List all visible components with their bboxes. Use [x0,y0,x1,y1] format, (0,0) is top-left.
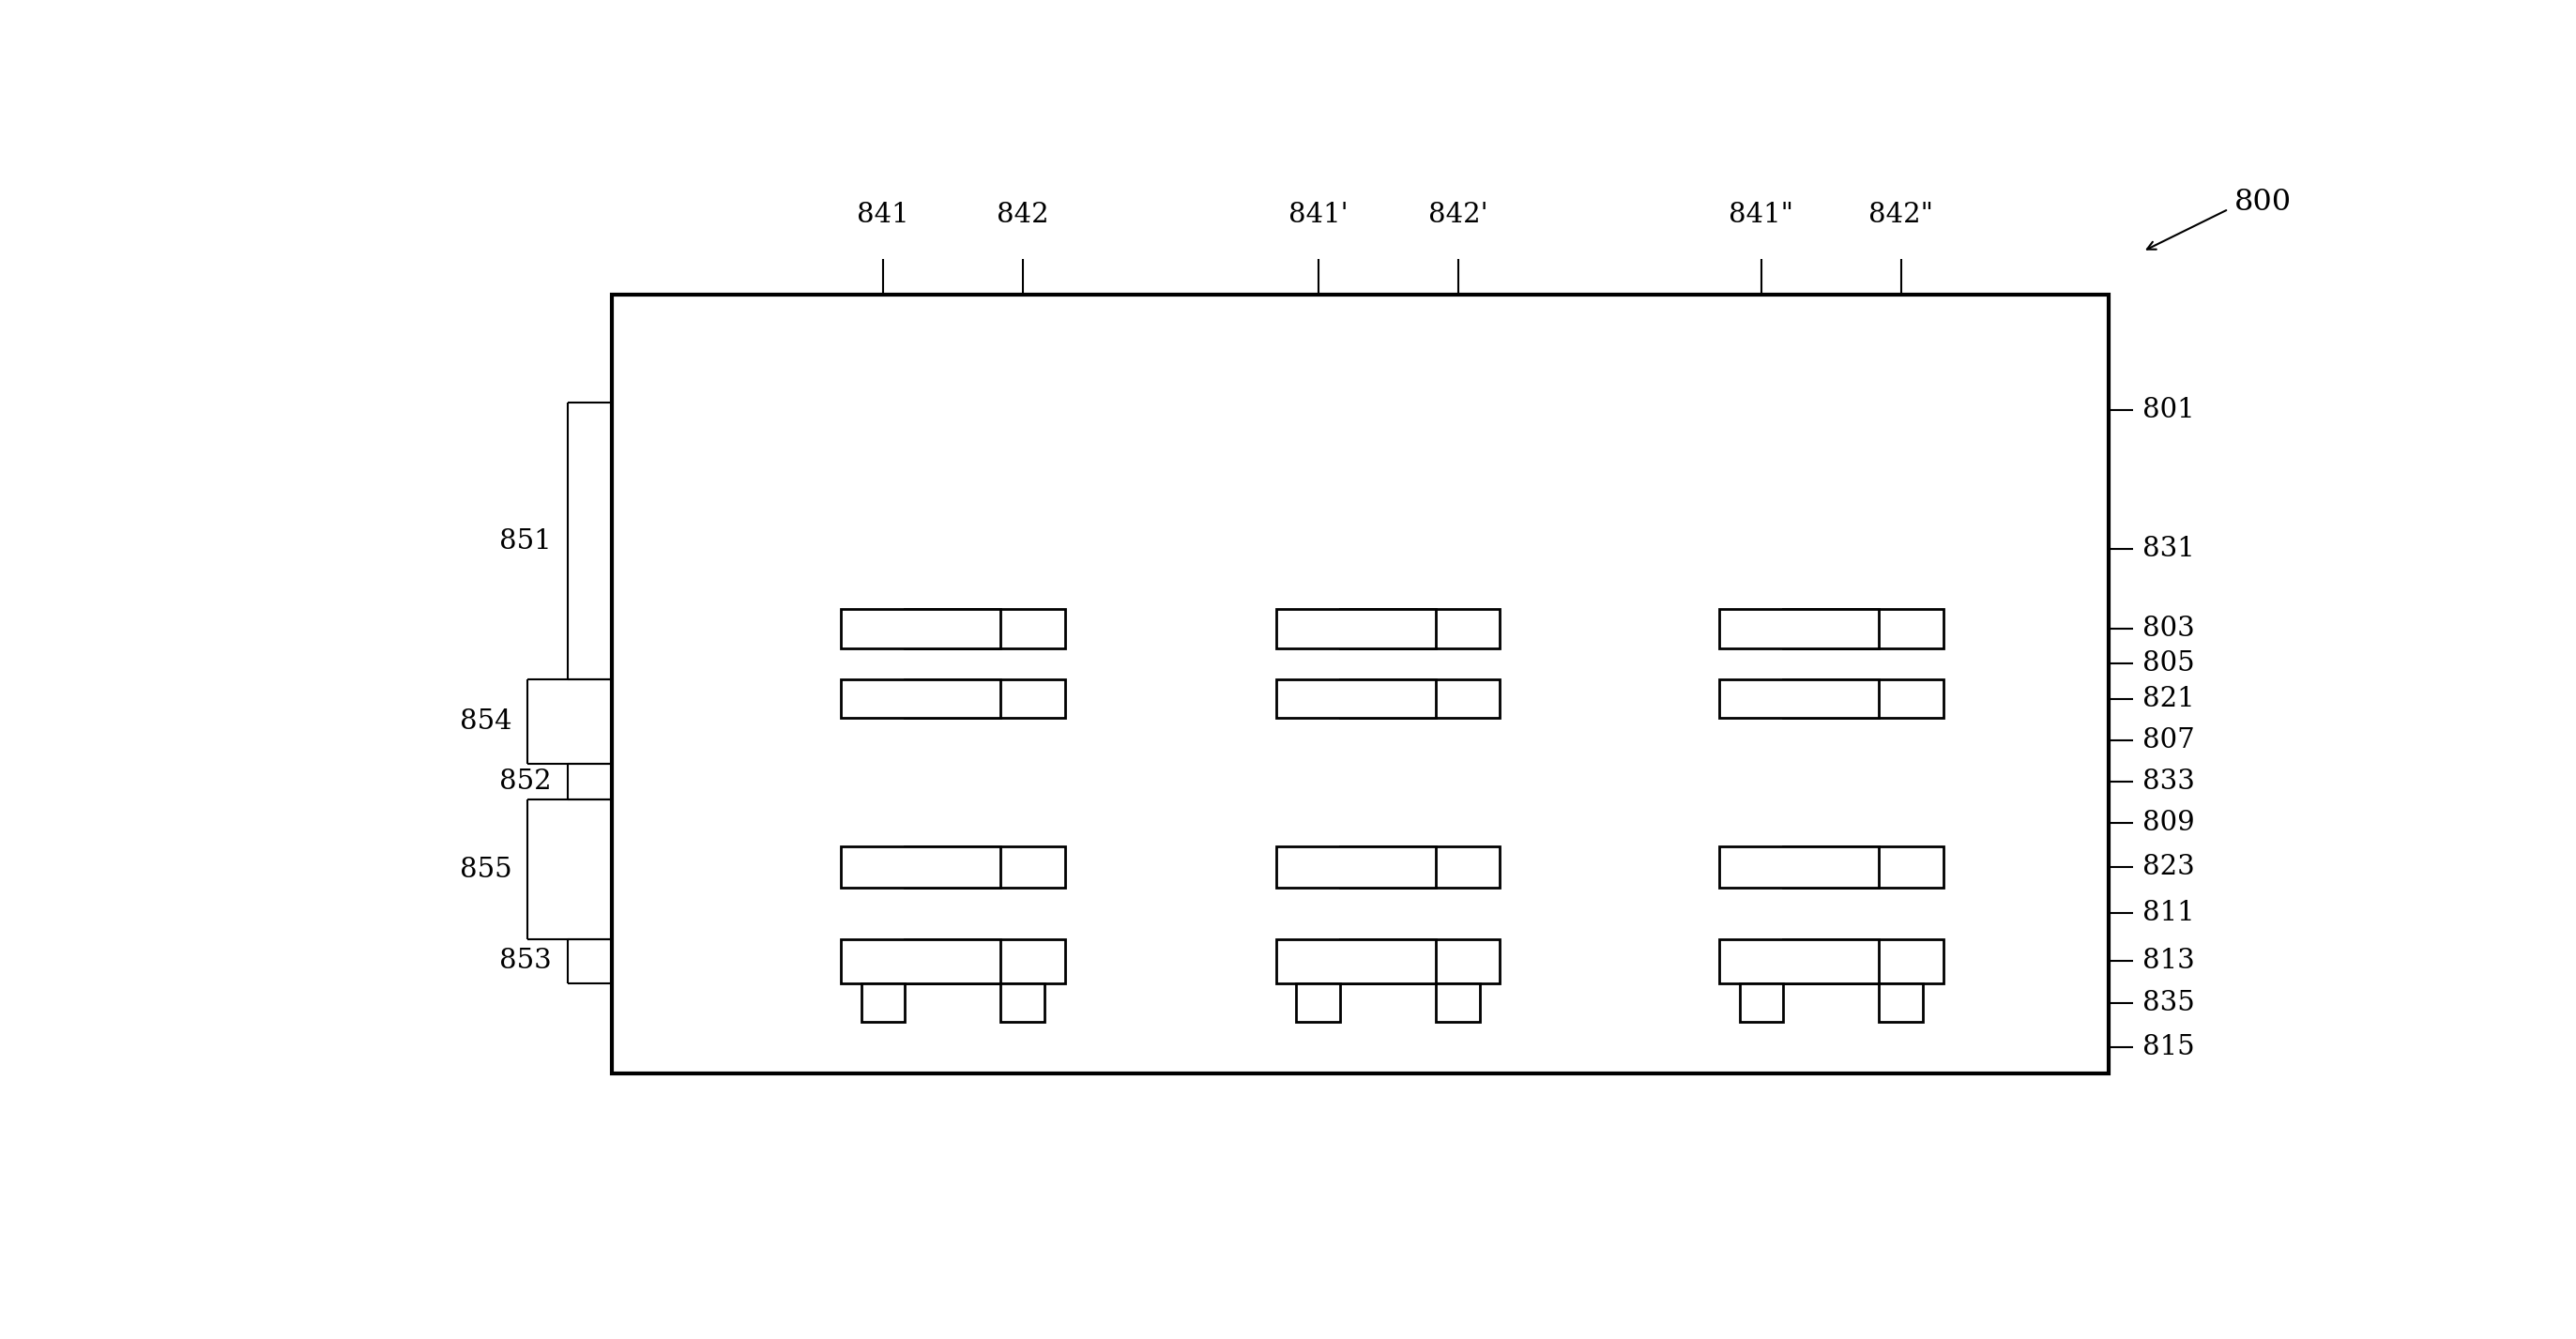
Text: 809: 809 [2143,810,2195,836]
Text: 841": 841" [1728,201,1793,228]
Bar [1340,846,1499,888]
Text: 811: 811 [2143,900,2195,927]
Bar [840,679,1002,718]
Text: 842: 842 [997,201,1048,228]
Bar [1739,983,1783,1022]
Bar [1340,939,1499,983]
Text: 841': 841' [1288,201,1347,228]
Text: 813: 813 [2143,948,2195,973]
Text: 854: 854 [459,708,513,735]
Bar [1783,609,1942,648]
Text: 855: 855 [459,857,513,882]
Text: 801: 801 [2143,398,2195,423]
Bar [1783,939,1942,983]
Text: 842': 842' [1427,201,1489,228]
Bar [904,939,1064,983]
Text: 853: 853 [500,948,551,975]
Bar [1721,939,1880,983]
Bar [1340,609,1499,648]
Text: 823: 823 [2143,854,2195,880]
Text: 821: 821 [2143,686,2195,712]
Bar [840,939,1002,983]
Bar [1783,846,1942,888]
Text: 815: 815 [2143,1034,2195,1060]
Bar [1783,679,1942,718]
Text: 851: 851 [500,528,551,554]
Bar [840,609,1002,648]
Bar [999,983,1046,1022]
Bar [1880,983,1924,1022]
Bar [1721,846,1880,888]
Bar [1721,679,1880,718]
Text: 807: 807 [2143,727,2195,754]
Bar [1275,609,1435,648]
Text: 831: 831 [2143,536,2195,562]
Text: 841: 841 [858,201,909,228]
Bar [1296,983,1340,1022]
Bar [904,846,1064,888]
Text: 833: 833 [2143,769,2195,794]
Bar [904,679,1064,718]
Text: 805: 805 [2143,651,2195,678]
Text: 842": 842" [1868,201,1935,228]
Text: 852: 852 [500,769,551,795]
Bar [1275,846,1435,888]
Text: 835: 835 [2143,990,2195,1016]
Bar [860,983,904,1022]
Text: 803: 803 [2143,616,2195,641]
Bar [1721,609,1880,648]
Bar [1340,679,1499,718]
Bar [904,609,1064,648]
Bar [1435,983,1479,1022]
Bar [1275,679,1435,718]
Bar [840,846,1002,888]
Text: 800: 800 [2233,187,2293,217]
Bar [1275,939,1435,983]
Bar [611,295,2110,1073]
